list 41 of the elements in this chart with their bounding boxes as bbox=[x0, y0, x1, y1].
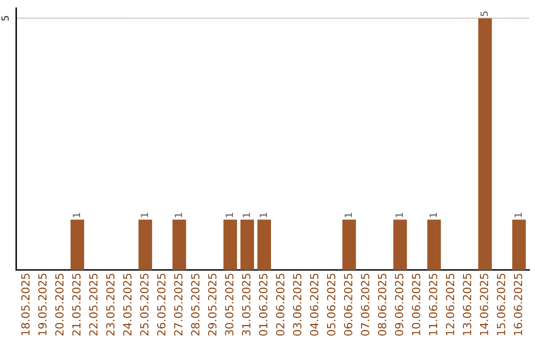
x-tick-label: 12.06.2025 bbox=[446, 274, 454, 336]
x-tick-label: 13.06.2025 bbox=[462, 274, 472, 336]
x-tick-label: 22.05.2025 bbox=[89, 274, 98, 336]
x-tick-label: 20.05.2025 bbox=[55, 274, 64, 336]
x-tick-label: 16.06.2025 bbox=[514, 274, 522, 336]
x-tick-label: 01.06.2025 bbox=[259, 274, 268, 336]
x-tick-label: 25.05.2025 bbox=[140, 274, 149, 336]
x-tick-label: 30.05.2025 bbox=[225, 274, 234, 336]
data-label: 1 bbox=[260, 212, 267, 218]
x-tick-label: 05.06.2025 bbox=[326, 274, 336, 336]
x-tick-label: 07.06.2025 bbox=[360, 274, 370, 336]
x-tick-label: 11.06.2025 bbox=[428, 274, 438, 336]
data-label: 1 bbox=[430, 212, 437, 218]
data-label: 1 bbox=[226, 212, 233, 218]
x-tick-label: 31.05.2025 bbox=[242, 274, 250, 336]
x-tick-label: 02.06.2025 bbox=[276, 274, 284, 336]
x-tick-label: 14.06.2025 bbox=[480, 274, 488, 336]
data-label: 1 bbox=[514, 212, 522, 218]
x-tick-label: 18.05.2025 bbox=[21, 274, 30, 336]
x-tick-label: 29.05.2025 bbox=[208, 274, 216, 336]
data-label: 1 bbox=[174, 212, 182, 218]
x-tick-label: 19.05.2025 bbox=[38, 274, 47, 336]
x-tick-label: 27.05.2025 bbox=[174, 274, 182, 336]
data-label: 1 bbox=[72, 212, 80, 218]
data-label: 1 bbox=[242, 212, 250, 218]
x-tick-label: 28.05.2025 bbox=[191, 274, 200, 336]
x-tick-label: 03.06.2025 bbox=[293, 274, 302, 336]
x-tick-label: 10.06.2025 bbox=[412, 274, 420, 336]
x-tick-label: 23.05.2025 bbox=[106, 274, 115, 336]
data-label: 1 bbox=[344, 212, 352, 218]
data-label: 5 bbox=[480, 12, 488, 16]
x-tick-label: 26.05.2025 bbox=[157, 274, 166, 336]
x-tick-label: 06.06.2025 bbox=[344, 274, 352, 336]
x-tick-label: 09.06.2025 bbox=[394, 274, 404, 336]
x-tick-label: 04.06.2025 bbox=[310, 274, 318, 336]
x-tick-label: 21.05.2025 bbox=[72, 274, 81, 336]
x-tick-label: 08.06.2025 bbox=[378, 274, 386, 336]
data-label: 1 bbox=[396, 212, 403, 218]
x-tick-label: 24.05.2025 bbox=[123, 274, 132, 336]
data-label: 1 bbox=[140, 212, 148, 218]
x-tick-label: 15.06.2025 bbox=[496, 274, 506, 336]
